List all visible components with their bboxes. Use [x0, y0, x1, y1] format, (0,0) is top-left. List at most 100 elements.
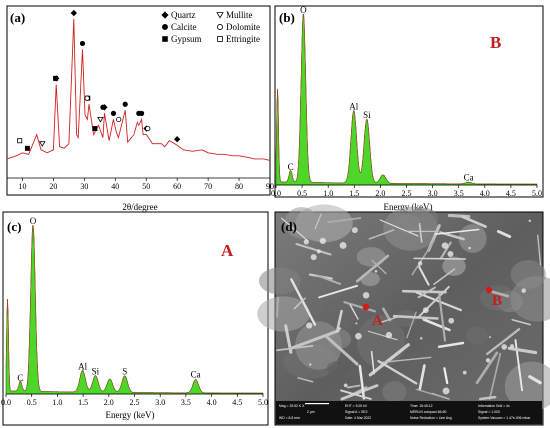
b-peak-label-o: O: [300, 5, 307, 15]
b-peak-label-ca: Ca: [464, 172, 474, 182]
sem-needle-crystal: [439, 241, 452, 260]
panel-c-x-ticks: 0.0 0.5 1.0 1.5 2.0 2.5 3.0 3.5 4.0 4.5 5.0: [1, 394, 268, 407]
sem-needle-crystal: [511, 318, 531, 326]
b-tick-label: 0.0: [271, 189, 281, 198]
legend-label-quartz: Quartz: [171, 10, 196, 20]
b-tick-label: 5.0: [532, 189, 542, 198]
c-tick-label: 0.0: [1, 398, 11, 407]
legend-marker-mullite: [216, 12, 224, 19]
sem-needle-crystal: [327, 217, 362, 224]
b-tick-label: 1.5: [349, 189, 359, 198]
legend-marker-quartz: [161, 11, 169, 19]
legend-marker-ettringite: [217, 36, 223, 42]
c-peak-label-al: Al: [78, 361, 87, 371]
b-peak-label-al: Al: [349, 101, 358, 111]
panel-b-eds: (b) B C O Al Si Ca 0.0 0.5 1.0 1.5 2.0 2.5 3.0 3.5 4…: [271, 5, 544, 212]
panel-a-tick-label: 60: [173, 182, 181, 191]
sem-needle-crystal: [379, 219, 419, 237]
xrd-marker-quartz: [53, 75, 60, 82]
xrd-marker-calcite: [100, 104, 106, 110]
sem-flake: [447, 251, 454, 257]
c-spectrum-line: [5, 225, 263, 394]
panel-a-tick-label: 10: [18, 182, 26, 191]
sem-needle-crystal: [417, 285, 450, 319]
sem-needle-crystal: [340, 389, 372, 400]
sem-agglomerate: [258, 267, 301, 295]
sem-info-line: 2 µm: [307, 410, 315, 414]
sem-flake: [343, 383, 348, 388]
sem-needle-crystal: [418, 222, 423, 243]
sem-needle-crystal: [528, 375, 542, 385]
panel-a-x-ticks: 10 20 30 40 50 60 70 80 90: [18, 178, 274, 191]
sem-needle-crystal: [418, 364, 426, 391]
sem-agglomerate: [442, 256, 466, 276]
sem-needle-crystal: [281, 217, 309, 242]
sem-needle-crystal: [371, 259, 387, 275]
c-peak-label-c: C: [17, 373, 23, 383]
xrd-marker-calcite: [110, 110, 117, 116]
sem-flake: [501, 344, 507, 350]
sem-point-a-marker: [362, 303, 370, 311]
sem-agglomerate: [360, 272, 380, 287]
sem-flake: [485, 358, 491, 363]
sem-agglomerate: [510, 276, 550, 322]
panel-c-spot-label: A: [221, 241, 234, 260]
sem-needle-crystal: [417, 264, 430, 286]
b-tick-label: 4.0: [480, 189, 490, 198]
sem-info-line: EHT = 5.00 kV: [345, 404, 368, 408]
sem-flake: [521, 288, 526, 293]
sem-needle-crystal: [315, 274, 342, 285]
sem-needle-crystal: [340, 384, 379, 401]
sem-needle-crystal: [293, 297, 306, 310]
panel-a-tick-label: 50: [142, 182, 150, 191]
sem-flake: [355, 322, 358, 325]
sem-needle-crystal: [433, 268, 456, 286]
sem-info-line: System Vacuum = 1.47e-006 mbar: [478, 416, 531, 420]
sem-needle-crystal: [382, 356, 432, 363]
sem-info-line: Noise Reduction = Line Avg: [410, 416, 452, 420]
sem-flake: [303, 239, 309, 245]
sem-flake: [309, 363, 312, 366]
xrd-marker-dolomite: [145, 125, 151, 132]
sem-needle-crystal: [368, 343, 410, 377]
sem-needle-crystal: [335, 309, 343, 333]
sem-needle-crystal: [297, 377, 314, 383]
panel-a-tick-label: 90: [266, 182, 274, 191]
sem-needle-crystal: [275, 296, 280, 318]
b-tick-label: 4.5: [506, 189, 516, 198]
legend-label-mullite: Mullite: [226, 10, 253, 20]
sem-flake: [468, 246, 471, 250]
sem-info-line: Date: 4 Mar 2022: [345, 416, 371, 420]
sem-flake: [385, 331, 393, 339]
sem-info-line: MERLIN compact-66-60: [410, 410, 446, 414]
legend-label-calcite: Calcite: [171, 22, 197, 32]
sem-needle-crystal: [496, 230, 512, 239]
sem-info-line: Signal = 1.000: [478, 410, 500, 414]
sem-needle-crystal: [289, 329, 340, 350]
sem-agglomerate: [504, 361, 550, 412]
sem-needle-crystal: [370, 350, 375, 375]
sem-needle-crystal: [478, 395, 497, 401]
sem-info-line: Time: 15:45:12: [410, 404, 433, 408]
sem-needle-crystal: [475, 351, 499, 385]
panel-a-xlabel: 2θ/degree: [122, 202, 157, 212]
sem-agglomerate: [382, 381, 407, 403]
xrd-marker-gypsum: [92, 126, 98, 132]
sem-needle-crystal: [443, 367, 449, 385]
panel-a-xrd: (a) Quartz Mullite Calcite Dolomite Gypsum Et…: [6, 5, 274, 212]
xrd-marker-dolomite: [116, 116, 122, 123]
sem-agglomerate: [326, 360, 350, 376]
sem-needle-crystal: [537, 234, 542, 266]
sem-agglomerate: [356, 247, 386, 267]
sem-flake: [441, 242, 449, 249]
xrd-pattern-line: [6, 18, 271, 161]
sem-needle-crystal: [486, 328, 521, 356]
sem-needle-crystal: [447, 213, 471, 219]
panel-a-legend: Quartz Mullite Calcite Dolomite Gypsum Ettrin…: [161, 10, 260, 44]
sem-needle-crystal: [314, 213, 322, 230]
xrd-marker-ettringite: [17, 138, 23, 144]
panel-b-tag: (b): [279, 10, 295, 25]
sem-flake: [442, 387, 450, 395]
sem-flake: [489, 336, 492, 339]
